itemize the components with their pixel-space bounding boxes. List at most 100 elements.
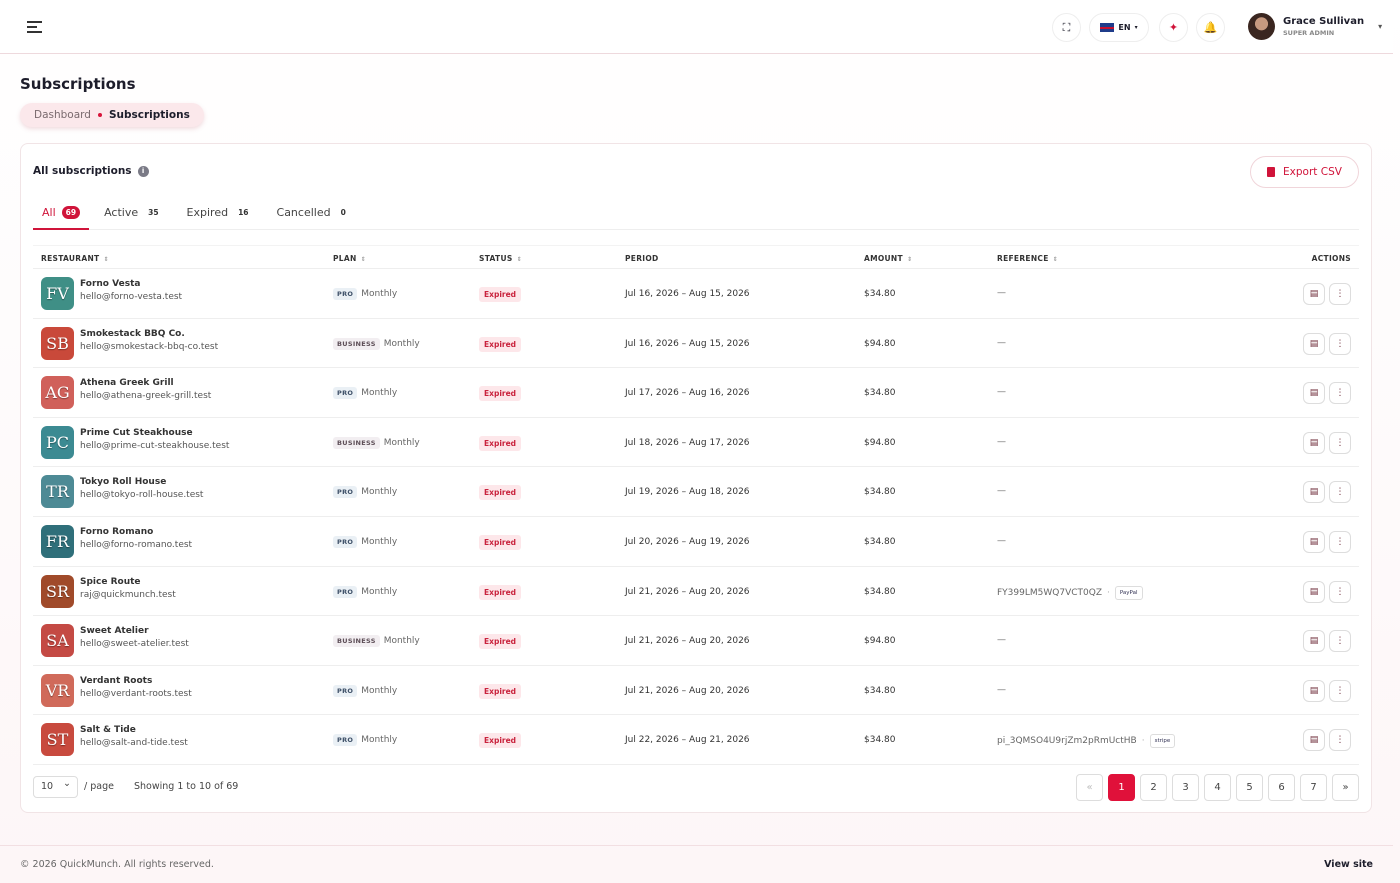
invoice-button[interactable]: ▤	[1303, 382, 1325, 405]
status-badge: Expired	[479, 386, 522, 402]
plan-badge: BUSINESS	[333, 337, 380, 350]
plan: PRO Monthly	[333, 387, 397, 400]
invoice-button[interactable]: ▤	[1303, 679, 1325, 702]
export-button[interactable]: Export CSV	[1250, 156, 1359, 188]
actions: ▤ ⋮	[1303, 580, 1351, 603]
caret: ▾	[1378, 22, 1383, 31]
restaurant-email: hello@smokestack-bbq-co.test	[80, 341, 219, 352]
restaurant-avatar: SR	[41, 574, 74, 608]
column-header[interactable]: AMOUNT ⇕	[864, 254, 912, 263]
restaurant-avatar: SA	[41, 624, 74, 658]
per-page-select[interactable]: 10	[33, 776, 78, 798]
table-row: FR Forno Romano hello@forno-romano.test PRO…	[33, 517, 1359, 567]
page-button[interactable]: 6	[1268, 774, 1295, 801]
actions: ▤ ⋮	[1303, 332, 1351, 355]
provider-badge: PayPal	[1114, 585, 1143, 600]
invoice-button[interactable]: ▤	[1303, 530, 1325, 553]
next-button[interactable]: »	[1332, 774, 1359, 801]
page-button[interactable]: 2	[1140, 774, 1167, 801]
page-button[interactable]: 3	[1172, 774, 1199, 801]
tab[interactable]: Cancelled 0	[268, 202, 359, 230]
restaurant-email: hello@prime-cut-steakhouse.test	[80, 440, 230, 451]
invoice-button[interactable]: ▤	[1303, 580, 1325, 603]
page-button[interactable]: 4	[1204, 774, 1231, 801]
restaurant-email: hello@sweet-atelier.test	[80, 639, 189, 650]
more-button[interactable]: ⋮	[1329, 382, 1351, 405]
invoice-button[interactable]: ▤	[1303, 729, 1325, 752]
view-site-link[interactable]: View site	[1324, 859, 1373, 870]
status-badge: Expired	[479, 733, 522, 749]
column-header[interactable]: REFERENCE ⇕	[997, 254, 1058, 263]
reference-id: —	[997, 486, 1006, 497]
column-header[interactable]: STATUS ⇕	[479, 254, 522, 263]
restaurant-name: Sweet Atelier	[80, 626, 149, 637]
more-button[interactable]: ⋮	[1329, 679, 1351, 702]
more-button[interactable]: ⋮	[1329, 729, 1351, 752]
amount: $34.80	[864, 685, 896, 696]
status-badge: Expired	[479, 287, 522, 302]
billing-cycle: Monthly	[383, 437, 420, 448]
more-button[interactable]: ⋮	[1329, 580, 1351, 603]
invoice-button[interactable]: ▤	[1303, 481, 1325, 504]
status-badge: Expired	[479, 634, 522, 650]
reference-id: —	[997, 288, 1006, 298]
column-label: PLAN	[333, 254, 357, 263]
column-header[interactable]: RESTAURANT ⇕	[41, 254, 109, 263]
more-button[interactable]: ⋮	[1329, 431, 1351, 454]
tab-count: 69	[61, 206, 81, 219]
card-title: All subscriptions i	[33, 165, 149, 177]
page-button[interactable]: 1	[1108, 774, 1135, 801]
more-button[interactable]: ⋮	[1329, 481, 1351, 504]
invoice-button[interactable]: ▤	[1303, 630, 1325, 653]
tab-label: Active	[104, 206, 139, 219]
page-title: Subscriptions	[20, 75, 136, 93]
breadcrumb-link[interactable]: Dashboard	[34, 109, 91, 121]
reference: —	[997, 288, 1006, 298]
tab[interactable]: Expired 16	[178, 202, 262, 230]
more-button[interactable]: ⋮	[1329, 530, 1351, 553]
status-badge: Expired	[479, 485, 522, 501]
column-header[interactable]: PLAN ⇕	[333, 254, 366, 263]
restaurant-name: Verdant Roots	[80, 675, 153, 686]
amount: $94.80	[864, 636, 896, 647]
invoice-button[interactable]: ▤	[1303, 431, 1325, 454]
page-button[interactable]: 5	[1236, 774, 1263, 801]
reference: —	[997, 635, 1006, 645]
billing-cycle: Monthly	[361, 289, 398, 299]
user-menu[interactable]: Grace Sullivan SUPER ADMIN ▾	[1248, 13, 1382, 40]
tabs: All 69 Active 35 Expired 16 Cancelled 0	[33, 202, 1359, 230]
tab[interactable]: All 69	[33, 202, 90, 230]
ai-button[interactable]: ✦	[1159, 13, 1188, 42]
info-icon[interactable]: i	[137, 165, 149, 177]
restaurant-email: hello@tokyo-roll-house.test	[80, 490, 204, 501]
page-button[interactable]: 7	[1300, 774, 1327, 801]
footer: © 2026 QuickMunch. All rights reserved. …	[0, 845, 1393, 883]
actions: ▤ ⋮	[1303, 679, 1351, 702]
user-name: Grace Sullivan	[1283, 16, 1365, 27]
copyright: © 2026 QuickMunch. All rights reserved.	[20, 859, 214, 870]
table-header: RESTAURANT ⇕ PLAN ⇕ STATUS ⇕ PERIOD AMOUNT ⇕ REFE…	[33, 245, 1359, 269]
prev-button[interactable]: «	[1076, 774, 1103, 801]
invoice-button[interactable]: ▤	[1303, 283, 1325, 305]
card: All subscriptions i Export CSV All 69 Activ…	[20, 143, 1372, 813]
more-button[interactable]: ⋮	[1329, 630, 1351, 653]
amount: $34.80	[864, 586, 896, 597]
language-select[interactable]: EN ▾	[1089, 13, 1149, 42]
menu-button[interactable]	[27, 21, 42, 33]
fullscreen-button[interactable]: ⛶	[1052, 13, 1081, 42]
more-button[interactable]: ⋮	[1329, 283, 1351, 305]
table-body: FV Forno Vesta hello@forno-vesta.test PRO Mo…	[33, 269, 1359, 765]
actions: ▤ ⋮	[1303, 382, 1351, 405]
plan: BUSINESS Monthly	[333, 436, 420, 449]
amount: $94.80	[864, 437, 896, 448]
user-avatar	[1248, 13, 1275, 40]
notifications-button[interactable]: 🔔	[1196, 13, 1225, 42]
more-button[interactable]: ⋮	[1329, 332, 1351, 355]
tab[interactable]: Active 35	[95, 202, 171, 230]
period: Jul 19, 2026 – Aug 18, 2026	[625, 487, 750, 498]
invoice-button[interactable]: ▤	[1303, 332, 1325, 355]
actions: ▤ ⋮	[1303, 729, 1351, 752]
reference-id: —	[997, 535, 1006, 546]
reference: pi_3QMSO4U9rjZm2pRmUctHB · stripe	[997, 734, 1176, 749]
